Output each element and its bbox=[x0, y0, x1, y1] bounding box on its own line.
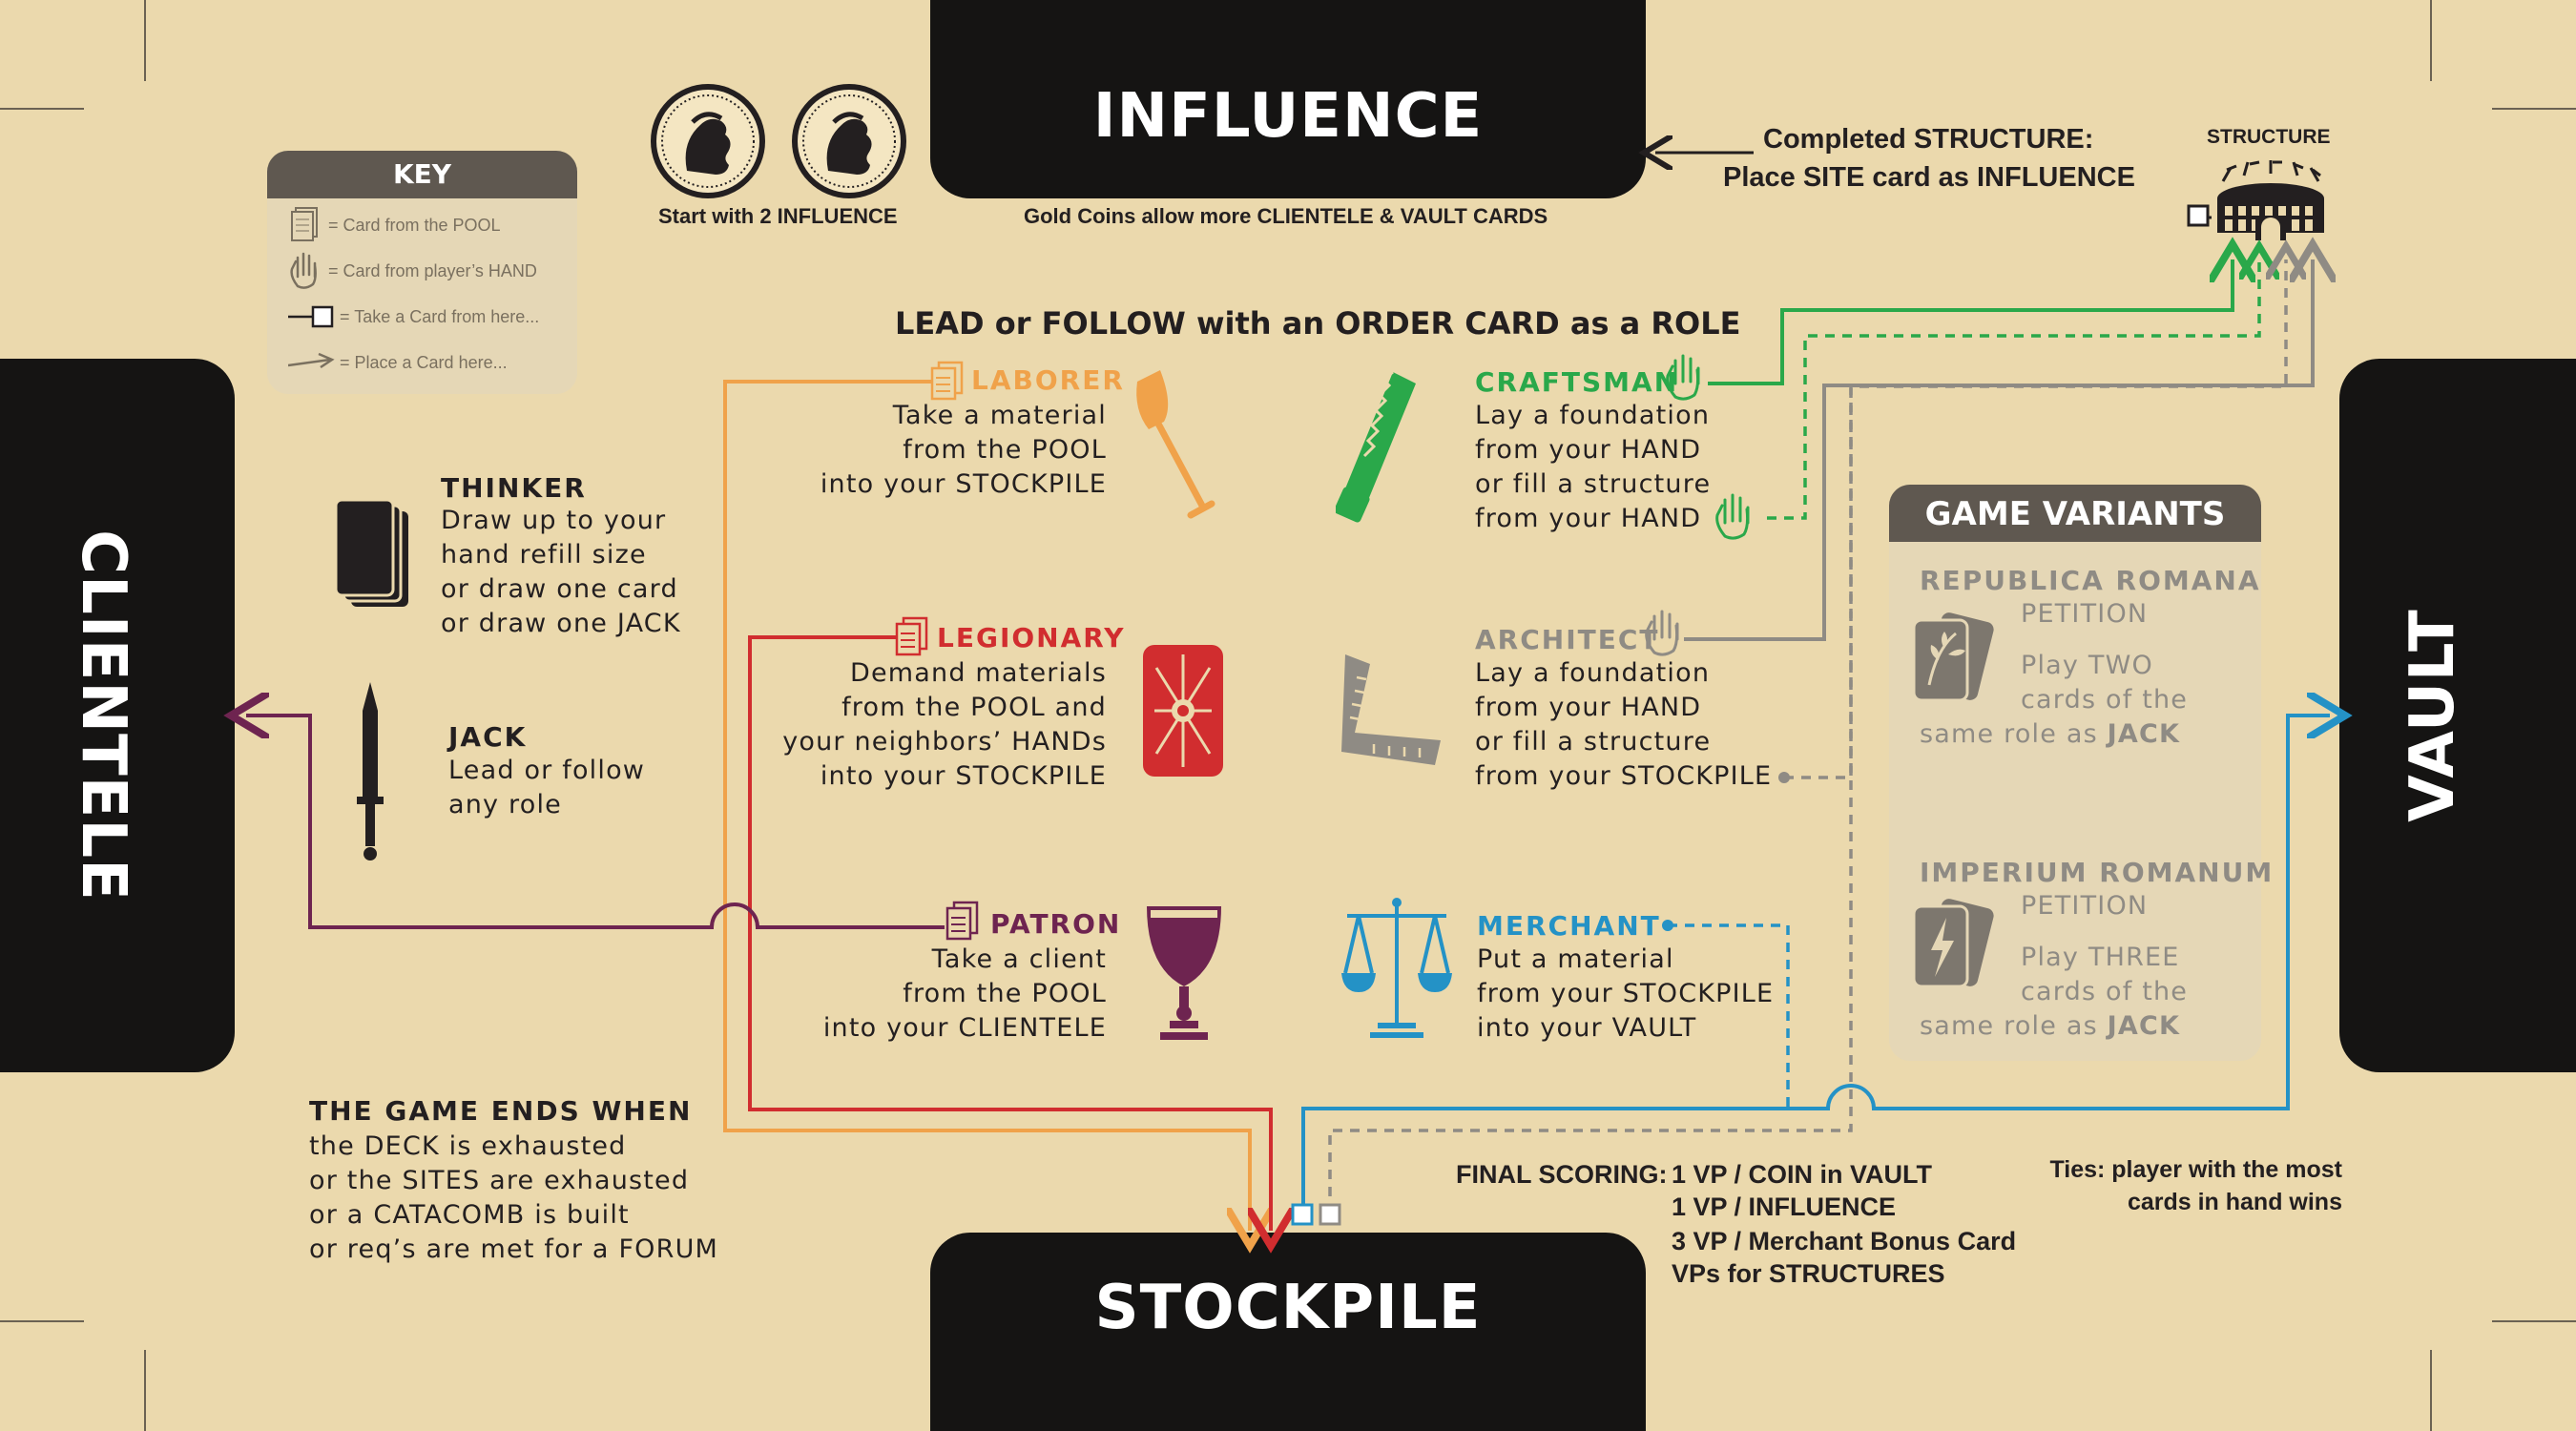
legionary-title: LEGIONARY bbox=[937, 622, 1126, 653]
stockpile-zone: STOCKPILE bbox=[930, 1233, 1646, 1431]
key-item: = Card from player’s HAND bbox=[288, 248, 577, 294]
craftsman-desc: Lay a foundation from your HAND or fill … bbox=[1475, 401, 1712, 533]
key-item: = Card from the POOL bbox=[288, 202, 577, 248]
laborer-title: LABORER bbox=[971, 364, 1125, 396]
scoring-label: FINAL SCORING: bbox=[1456, 1160, 1668, 1189]
sword-icon bbox=[357, 682, 384, 861]
hand-icon bbox=[1715, 493, 1750, 540]
patron-desc: Take a client from the POOL into your CL… bbox=[822, 944, 1107, 1043]
card-stack-icon bbox=[291, 207, 318, 241]
merchant-desc: Put a material from your STOCKPILE into … bbox=[1477, 944, 1775, 1043]
take-card-icon bbox=[288, 305, 334, 328]
key-item: = Place a Card here... bbox=[288, 340, 577, 385]
hand-icon bbox=[1666, 354, 1700, 401]
structure-note-line2: Place SITE card as INFLUENCE bbox=[1723, 162, 2135, 193]
lead-title: LEAD or FOLLOW with an ORDER CARD as a R… bbox=[895, 305, 1741, 342]
game-ends-title: THE GAME ENDS WHEN bbox=[309, 1095, 693, 1127]
key-label: = Take a Card from here... bbox=[340, 306, 540, 326]
square-ruler-icon bbox=[1341, 654, 1441, 765]
patron-title: PATRON bbox=[990, 908, 1122, 940]
structure-label: STRUCTURE bbox=[2207, 126, 2331, 148]
card-stack-icon bbox=[895, 616, 928, 656]
key-label: = Card from the POOL bbox=[328, 215, 501, 235]
imperium-l3-text: same role as bbox=[1920, 1011, 2108, 1041]
craftsman-line bbox=[1708, 259, 2233, 385]
influence-label: INFLUENCE bbox=[1092, 81, 1484, 152]
republica-l2: cards of the bbox=[2021, 685, 2189, 715]
card-stack-icon bbox=[930, 361, 964, 401]
imperium-l1: Play THREE bbox=[2021, 943, 2180, 972]
coins-caption: Start with 2 INFLUENCE bbox=[658, 204, 898, 228]
key-item: = Take a Card from here... bbox=[288, 294, 577, 340]
coins bbox=[651, 84, 906, 198]
ties-line2: cards in hand wins bbox=[2127, 1189, 2342, 1215]
chalice-icon bbox=[1147, 906, 1221, 1040]
structure-note-line1: Completed STRUCTURE: bbox=[1763, 124, 2094, 155]
laborer-line bbox=[723, 380, 1250, 1231]
imperium-l3-jack: JACK bbox=[2107, 1011, 2181, 1041]
gold-caption: Gold Coins allow more CLIENTELE & VAULT … bbox=[1024, 204, 1548, 228]
card-deck-icon bbox=[334, 498, 408, 607]
republica-l1: Play TWO bbox=[2021, 651, 2153, 680]
game-ends-lines: the DECK is exhausted or the SITES are e… bbox=[309, 1131, 719, 1264]
merchant-line bbox=[1301, 716, 2330, 1213]
hand-icon bbox=[290, 252, 317, 289]
legionary-line bbox=[748, 635, 1271, 1231]
republica-l3-text: same role as bbox=[1920, 719, 2108, 749]
patron-line bbox=[246, 716, 945, 929]
colosseum-icon bbox=[2217, 160, 2324, 240]
gold-coin-icon bbox=[651, 84, 765, 198]
legionary-desc: Demand materials from the POOL and your … bbox=[782, 658, 1107, 791]
jack-title: JACK bbox=[448, 721, 528, 753]
republica-title: REPUBLICA ROMANA bbox=[1920, 565, 2261, 596]
scoring-item: 1 VP / INFLUENCE bbox=[1672, 1192, 1897, 1221]
republica-sub: PETITION bbox=[2021, 599, 2149, 629]
key-panel: KEY = Card from the POOL = Card from pla… bbox=[267, 151, 577, 394]
leaf-card-icon bbox=[1912, 612, 1994, 702]
republica-l3: same role as JACK bbox=[1920, 717, 2180, 752]
influence-zone: INFLUENCE bbox=[930, 0, 1646, 198]
hand-icon bbox=[1645, 610, 1679, 656]
laborer-desc: Take a material from the POOL into your … bbox=[820, 401, 1107, 499]
card-stack-icon bbox=[945, 901, 979, 941]
clientele-zone: CLIENTELE bbox=[0, 359, 235, 1072]
vault-zone: VAULT bbox=[2339, 359, 2576, 1072]
saw-icon bbox=[1336, 370, 1416, 523]
key-title: KEY bbox=[267, 151, 577, 198]
architect-desc: Lay a foundation from your HAND or fill … bbox=[1475, 658, 1773, 791]
imperium-l3: same role as JACK bbox=[1920, 1009, 2180, 1044]
place-arrow-icon bbox=[288, 352, 335, 369]
shovel-icon bbox=[1136, 370, 1215, 519]
shield-icon bbox=[1143, 645, 1223, 777]
stockpile-label: STOCKPILE bbox=[1094, 1273, 1482, 1343]
jack-desc: Lead or follow any role bbox=[448, 756, 646, 819]
architect-title: ARCHITECT bbox=[1475, 624, 1660, 655]
scoring-item: 3 VP / Merchant Bonus Card bbox=[1672, 1227, 2017, 1255]
imperium-sub: PETITION bbox=[2021, 891, 2149, 921]
republica-l3-jack: JACK bbox=[2107, 719, 2181, 749]
key-label: = Card from player’s HAND bbox=[328, 260, 537, 280]
gold-coin-icon bbox=[792, 84, 906, 198]
imperium-title: IMPERIUM ROMANUM bbox=[1920, 857, 2275, 888]
imperium-l2: cards of the bbox=[2021, 977, 2189, 1006]
key-label: = Place a Card here... bbox=[340, 352, 508, 372]
variants-title: GAME VARIANTS bbox=[1889, 485, 2261, 542]
craftsman-title: CRAFTSMAN bbox=[1475, 366, 1679, 398]
thinker-title: THINKER bbox=[441, 472, 587, 504]
architect-line bbox=[1684, 259, 2313, 641]
lightning-card-icon bbox=[1912, 899, 1994, 988]
scales-icon bbox=[1341, 898, 1452, 1038]
scoring-item: 1 VP / COIN in VAULT bbox=[1672, 1160, 1933, 1189]
scoring-item: VPs for STRUCTURES bbox=[1672, 1259, 1945, 1288]
thinker-desc: Draw up to your hand refill size or draw… bbox=[441, 506, 681, 638]
ties-line1: Ties: player with the most bbox=[2049, 1156, 2342, 1183]
merchant-title: MERCHANT bbox=[1477, 910, 1661, 942]
